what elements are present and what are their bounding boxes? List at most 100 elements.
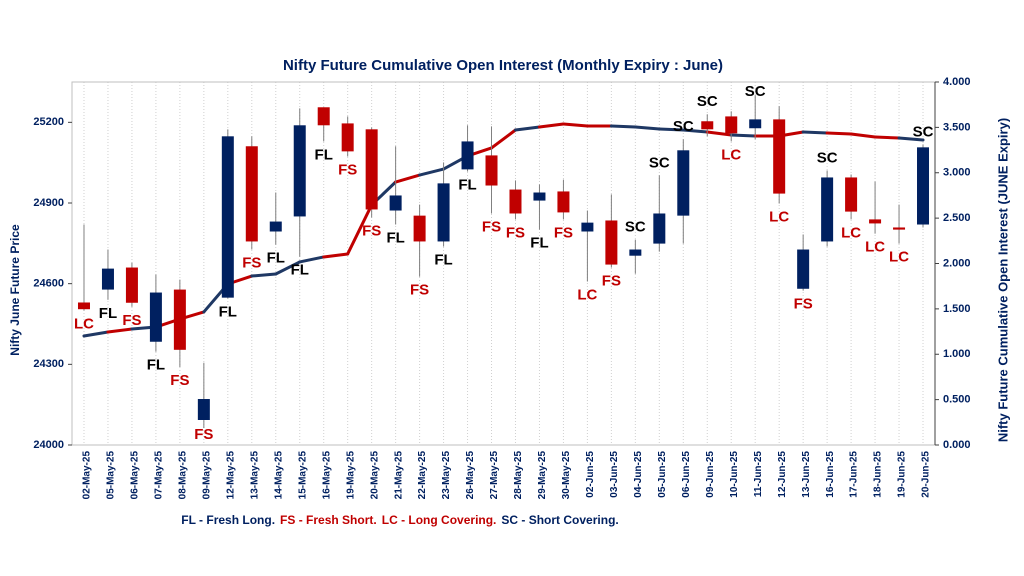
oi-line-segment: [681, 128, 709, 134]
legend-entry: FS - Fresh Short.: [280, 513, 377, 527]
candle-body: [125, 267, 138, 303]
oi-line-segment: [322, 252, 350, 259]
oi-line-segment: [394, 173, 422, 184]
x-tick-label: 22-May-25: [417, 451, 428, 500]
signal-label: FS: [338, 161, 357, 178]
signal-label: FS: [602, 273, 621, 290]
candle-body: [701, 121, 714, 130]
signal-label: FS: [506, 224, 525, 241]
candle-body: [485, 155, 498, 186]
y2-tick-label: 1.500: [943, 303, 971, 315]
oi-line-segment: [418, 167, 446, 177]
x-tick-label: 05-Jun-25: [657, 451, 668, 498]
x-tick-label: 09-Jun-25: [705, 451, 716, 498]
x-tick-label: 28-May-25: [513, 451, 524, 500]
candle-body: [77, 302, 90, 310]
y2-axis-label: Nifty Future Cumulative Open Interest (J…: [995, 118, 1010, 442]
signal-label: LC: [721, 146, 741, 163]
candle-body: [773, 119, 786, 194]
x-tick-label: 14-May-25: [273, 451, 284, 500]
x-tick-label: 06-Jun-25: [681, 451, 692, 498]
candle-body: [509, 189, 522, 214]
x-tick-label: 02-May-25: [82, 451, 93, 500]
signal-label: FL: [267, 250, 285, 267]
candle-body: [869, 219, 882, 224]
signal-label: SC: [673, 118, 694, 135]
oi-line-segment: [346, 203, 374, 256]
signal-label: SC: [625, 219, 646, 236]
legend: FL - Fresh Long. FS - Fresh Short. LC - Lo…: [181, 513, 618, 527]
candle-body: [101, 268, 114, 290]
legend-entry: LC - Long Covering.: [382, 513, 497, 527]
candle-body: [293, 125, 306, 217]
candle-body: [557, 191, 570, 213]
y-axis-label: Nifty June Future Price: [8, 224, 22, 356]
oi-line-segment: [657, 127, 685, 132]
y-tick-label: 24000: [33, 439, 64, 451]
oi-line-segment: [298, 255, 326, 264]
x-tick-label: 19-Jun-25: [897, 451, 908, 498]
signal-label: FS: [794, 296, 813, 313]
signal-label: FS: [194, 426, 213, 443]
oi-line-segment: [705, 130, 733, 137]
candle-body: [605, 220, 618, 265]
signal-label: SC: [745, 83, 766, 100]
signal-label: LC: [841, 224, 861, 241]
candle-body: [149, 292, 162, 342]
candle-body: [917, 147, 930, 225]
y2-tick-label: 0.500: [943, 394, 971, 406]
x-tick-label: 26-May-25: [465, 451, 476, 500]
candle-body: [629, 249, 642, 256]
oi-line-segment: [897, 136, 925, 142]
x-tick-label: 10-Jun-25: [729, 451, 740, 498]
y2-tick-label: 3.500: [943, 121, 971, 133]
oi-line-segment: [537, 122, 565, 129]
candle-body: [677, 150, 690, 216]
y-tick-label: 24900: [33, 197, 64, 209]
signal-label: SC: [817, 149, 838, 166]
signal-label: FL: [458, 177, 476, 194]
y2-tick-label: 2.500: [943, 212, 971, 224]
x-tick-label: 21-May-25: [393, 451, 404, 500]
oi-line-segment: [250, 272, 278, 278]
chart-title: Nifty Future Cumulative Open Interest (M…: [283, 57, 723, 74]
signal-label: FL: [291, 262, 309, 279]
candle-body: [533, 192, 546, 201]
oi-line-segment: [490, 128, 517, 150]
candle-body: [653, 213, 666, 244]
candle-body: [269, 221, 282, 232]
x-tick-label: 13-May-25: [249, 451, 260, 500]
signal-label: FS: [554, 224, 573, 241]
oi-line-segment: [561, 122, 589, 128]
legend-entry: FL - Fresh Long.: [181, 513, 275, 527]
x-tick-label: 12-May-25: [225, 451, 236, 500]
x-tick-label: 27-May-25: [489, 451, 500, 500]
signal-label: LC: [865, 239, 885, 256]
oi-line-segment: [849, 132, 877, 139]
y2-tick-label: 1.000: [943, 348, 971, 360]
x-tick-label: 17-Jun-25: [849, 451, 860, 498]
x-tick-label: 16-Jun-25: [825, 451, 836, 498]
signal-label: FS: [242, 254, 261, 271]
signal-label: FL: [315, 146, 333, 163]
y2-tick-label: 3.000: [943, 167, 971, 179]
oi-line-segment: [82, 330, 110, 338]
signal-label: FS: [410, 282, 429, 299]
oi-line-segment: [873, 135, 901, 140]
candle-body: [317, 107, 330, 126]
x-tick-label: 13-Jun-25: [801, 451, 812, 498]
signal-label: LC: [577, 286, 597, 303]
x-tick-label: 18-Jun-25: [873, 451, 884, 498]
x-tick-label: 29-May-25: [537, 451, 548, 500]
candle-body: [197, 399, 210, 420]
candle-body: [437, 183, 450, 242]
signal-label: FL: [99, 305, 117, 322]
y-tick-label: 24600: [33, 278, 64, 290]
y2-tick-label: 2.000: [943, 257, 971, 269]
signal-label: FS: [482, 218, 501, 235]
oi-line-segment: [729, 133, 757, 138]
signal-label: SC: [697, 93, 718, 110]
candle-body: [893, 227, 906, 230]
y-tick-label: 24300: [33, 358, 64, 370]
